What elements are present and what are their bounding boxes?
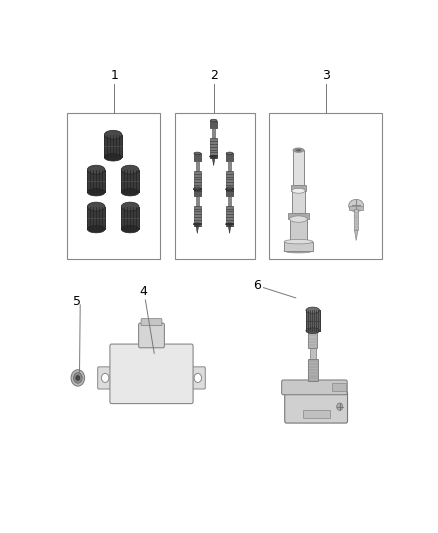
Ellipse shape [226, 187, 233, 190]
Polygon shape [228, 191, 231, 198]
Circle shape [74, 373, 82, 383]
Bar [196, 161, 199, 171]
Bar [292, 191, 305, 213]
Ellipse shape [121, 189, 139, 196]
Ellipse shape [296, 149, 301, 151]
Bar [194, 154, 201, 161]
Text: 1: 1 [110, 69, 118, 83]
FancyBboxPatch shape [138, 323, 164, 348]
Ellipse shape [284, 239, 313, 244]
Bar [67, 113, 160, 259]
Ellipse shape [226, 188, 233, 190]
Ellipse shape [209, 155, 218, 158]
Ellipse shape [121, 202, 139, 211]
Ellipse shape [349, 199, 364, 212]
Ellipse shape [193, 223, 201, 225]
Bar [354, 209, 358, 230]
Bar [87, 207, 105, 229]
FancyBboxPatch shape [110, 344, 193, 403]
Text: 2: 2 [210, 69, 218, 83]
Bar [303, 410, 330, 418]
Bar [226, 206, 233, 226]
Ellipse shape [87, 202, 105, 211]
Bar [121, 207, 139, 229]
Bar [332, 383, 346, 391]
Bar [226, 171, 233, 191]
FancyBboxPatch shape [141, 319, 162, 326]
Ellipse shape [87, 165, 105, 174]
Bar [268, 113, 382, 259]
Bar [291, 185, 306, 191]
Bar [228, 161, 231, 171]
Ellipse shape [87, 225, 105, 233]
Ellipse shape [290, 216, 307, 222]
FancyBboxPatch shape [282, 380, 347, 395]
Ellipse shape [87, 189, 105, 196]
FancyBboxPatch shape [191, 367, 205, 389]
Ellipse shape [104, 131, 122, 139]
Polygon shape [196, 226, 198, 233]
Circle shape [71, 370, 85, 386]
Bar [87, 169, 105, 192]
Ellipse shape [292, 188, 305, 193]
Bar [196, 196, 199, 206]
Text: 6: 6 [253, 279, 261, 292]
FancyBboxPatch shape [98, 367, 113, 389]
Bar [308, 332, 317, 349]
Text: 5: 5 [73, 295, 81, 309]
Bar [226, 154, 233, 161]
Ellipse shape [226, 223, 233, 225]
Ellipse shape [121, 165, 139, 174]
Bar [121, 169, 139, 192]
Bar [350, 206, 363, 209]
Circle shape [76, 375, 80, 381]
Bar [210, 120, 217, 128]
Polygon shape [354, 230, 358, 240]
Bar [226, 188, 233, 196]
Polygon shape [228, 226, 231, 233]
Bar [194, 171, 201, 191]
Bar [290, 219, 307, 241]
Bar [288, 213, 309, 219]
Ellipse shape [306, 307, 319, 313]
Bar [284, 241, 313, 251]
Bar [306, 310, 320, 330]
Ellipse shape [194, 152, 201, 155]
Ellipse shape [210, 119, 217, 122]
Bar [194, 188, 201, 196]
Bar [310, 349, 316, 359]
Text: 3: 3 [321, 69, 329, 83]
Text: 4: 4 [139, 285, 147, 298]
Bar [104, 135, 122, 157]
Polygon shape [196, 191, 198, 198]
Bar [175, 113, 255, 259]
Ellipse shape [121, 225, 139, 233]
FancyBboxPatch shape [285, 391, 347, 423]
Circle shape [102, 374, 109, 383]
Circle shape [337, 403, 343, 410]
Bar [210, 138, 217, 158]
Bar [307, 359, 318, 381]
Ellipse shape [226, 152, 233, 155]
Ellipse shape [194, 187, 201, 190]
Bar [293, 150, 304, 185]
Ellipse shape [293, 148, 304, 152]
Bar [212, 128, 215, 138]
Ellipse shape [104, 154, 122, 161]
Polygon shape [212, 158, 215, 166]
Ellipse shape [306, 328, 319, 334]
Bar [194, 206, 201, 226]
Circle shape [194, 374, 201, 383]
Ellipse shape [193, 188, 201, 190]
Ellipse shape [284, 248, 313, 253]
Bar [228, 196, 231, 206]
